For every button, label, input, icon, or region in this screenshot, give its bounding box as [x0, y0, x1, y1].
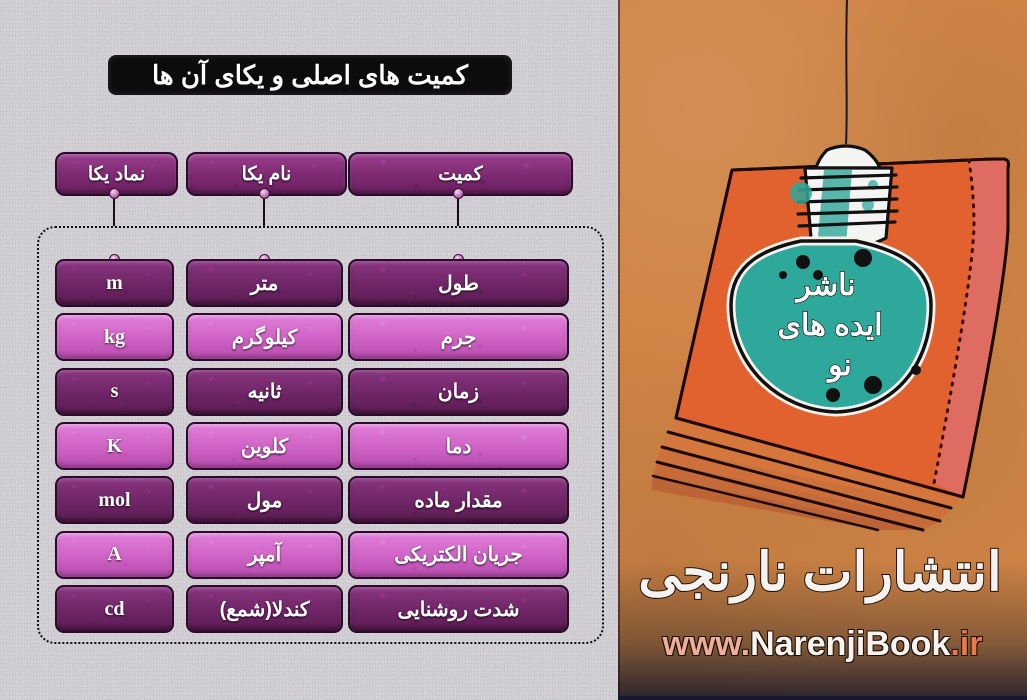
svg-text:انتشارات نارنجی: انتشارات نارنجی — [638, 543, 1001, 604]
svg-text:ناشر: ناشر — [794, 269, 855, 303]
svg-text:نو: نو — [826, 349, 852, 383]
svg-text:ایده های: ایده های — [778, 309, 883, 342]
